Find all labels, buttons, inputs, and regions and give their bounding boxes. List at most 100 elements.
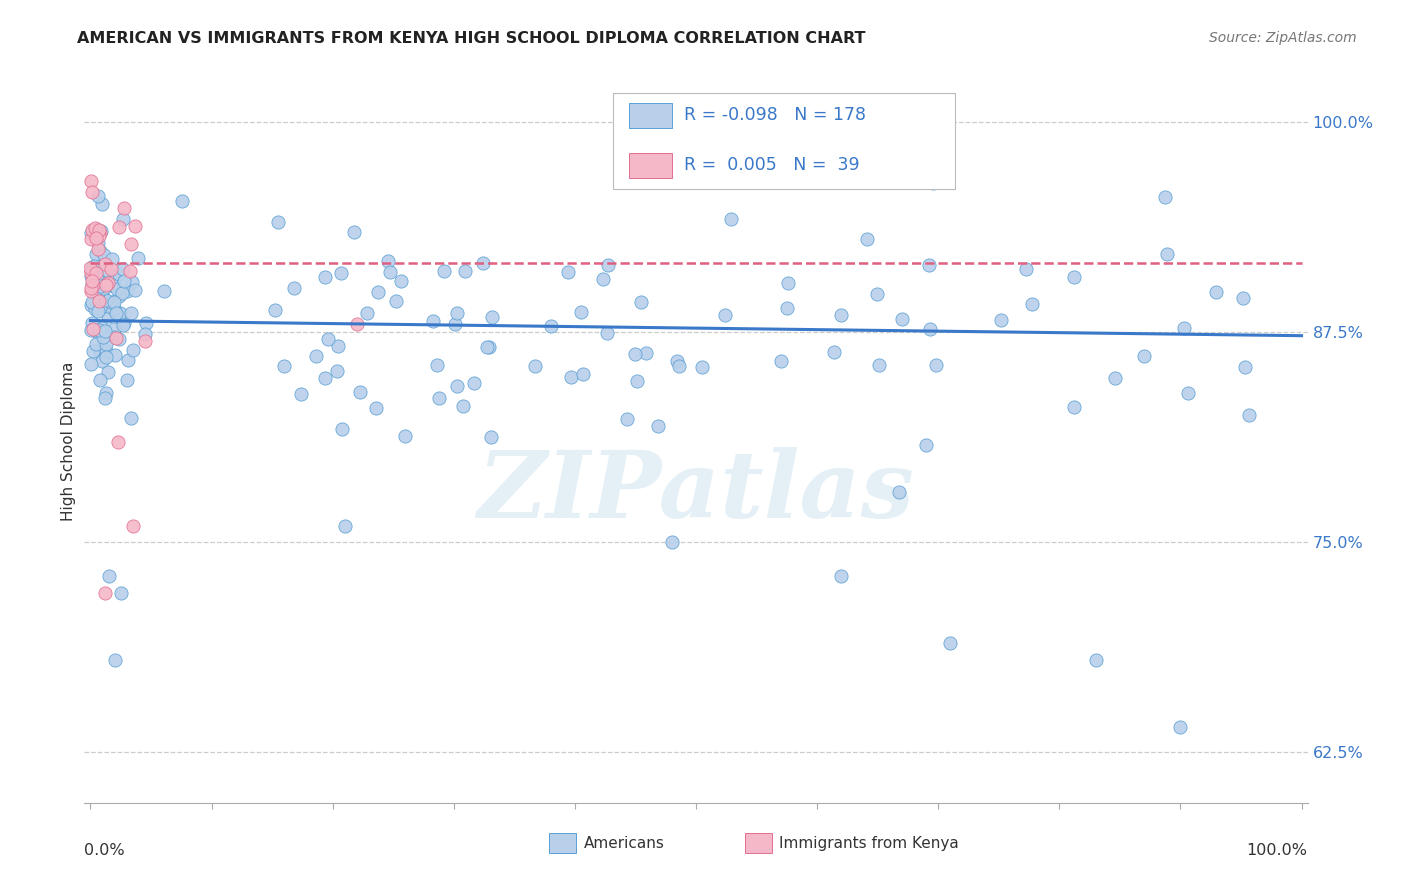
Point xyxy=(475,340,498,354)
Point xyxy=(111,212,134,227)
Point xyxy=(94,325,117,339)
Point xyxy=(463,376,485,390)
Point xyxy=(305,349,328,363)
Point xyxy=(690,360,713,375)
Point xyxy=(560,370,582,384)
Point xyxy=(103,295,125,310)
Point xyxy=(120,411,142,425)
Point xyxy=(917,259,939,273)
Point xyxy=(124,283,146,297)
Point xyxy=(84,229,107,244)
Point xyxy=(389,274,412,288)
Point xyxy=(451,399,474,413)
Point xyxy=(86,304,108,318)
Point xyxy=(1205,285,1227,299)
Point xyxy=(84,266,107,280)
Point xyxy=(921,176,943,190)
Point xyxy=(830,308,852,322)
Point xyxy=(366,401,388,415)
Point xyxy=(380,265,402,279)
Point xyxy=(101,270,124,285)
Point xyxy=(325,364,347,378)
Text: ZIPatlas: ZIPatlas xyxy=(478,447,914,537)
Point xyxy=(668,359,690,374)
Point xyxy=(713,308,735,322)
Point xyxy=(855,232,877,246)
Point xyxy=(1063,269,1085,284)
Point xyxy=(349,384,371,399)
Point xyxy=(1154,190,1177,204)
Point xyxy=(101,252,124,266)
Point xyxy=(925,358,948,372)
Point xyxy=(107,219,129,234)
Point xyxy=(630,295,652,310)
Point xyxy=(1173,320,1195,334)
Point xyxy=(87,273,110,287)
Point xyxy=(329,266,352,280)
Point xyxy=(333,518,356,533)
Point xyxy=(117,353,139,368)
Point xyxy=(283,281,305,295)
Point xyxy=(647,418,669,433)
Point xyxy=(124,219,146,233)
Point xyxy=(94,586,117,600)
Point xyxy=(866,286,889,301)
Point xyxy=(89,279,111,293)
Point xyxy=(990,313,1012,327)
Point xyxy=(471,256,494,270)
Point xyxy=(596,258,619,272)
Point xyxy=(87,223,110,237)
Point xyxy=(103,330,125,344)
Point xyxy=(110,586,132,600)
Point xyxy=(596,326,619,340)
Point xyxy=(89,226,111,240)
Point xyxy=(86,189,108,203)
Point xyxy=(427,391,450,405)
Point xyxy=(120,263,142,277)
Point xyxy=(94,337,117,351)
Point xyxy=(121,275,143,289)
Text: Immigrants from Kenya: Immigrants from Kenya xyxy=(779,836,959,851)
Point xyxy=(80,262,103,277)
Point xyxy=(105,330,128,344)
FancyBboxPatch shape xyxy=(745,833,772,854)
Point xyxy=(87,242,110,256)
Point xyxy=(823,344,845,359)
Point xyxy=(84,221,107,235)
Point xyxy=(443,318,465,332)
FancyBboxPatch shape xyxy=(628,153,672,178)
Point xyxy=(446,306,468,320)
Point xyxy=(367,285,389,299)
Point xyxy=(624,347,647,361)
Point xyxy=(454,264,477,278)
Point xyxy=(290,387,312,401)
Point xyxy=(104,348,127,362)
Point xyxy=(89,374,111,388)
Text: 100.0%: 100.0% xyxy=(1247,843,1308,857)
Point xyxy=(112,316,135,330)
Point xyxy=(273,359,295,373)
Point xyxy=(422,314,444,328)
Point xyxy=(127,251,149,265)
Point xyxy=(80,284,103,298)
Point xyxy=(346,317,368,331)
Point xyxy=(170,194,193,209)
Point xyxy=(1104,371,1126,385)
Point xyxy=(446,378,468,392)
Point xyxy=(79,266,101,280)
Point xyxy=(90,292,112,306)
Point xyxy=(93,248,115,262)
Point xyxy=(96,262,118,277)
Point xyxy=(1063,400,1085,414)
Point xyxy=(112,318,135,332)
FancyBboxPatch shape xyxy=(628,103,672,128)
Point xyxy=(314,371,336,385)
Point xyxy=(394,429,416,443)
Text: R = -0.098   N = 178: R = -0.098 N = 178 xyxy=(683,106,866,124)
Point xyxy=(97,277,120,291)
Point xyxy=(97,365,120,379)
Point xyxy=(115,373,138,387)
Point xyxy=(89,301,111,316)
Point xyxy=(330,422,353,436)
Point xyxy=(110,286,132,301)
